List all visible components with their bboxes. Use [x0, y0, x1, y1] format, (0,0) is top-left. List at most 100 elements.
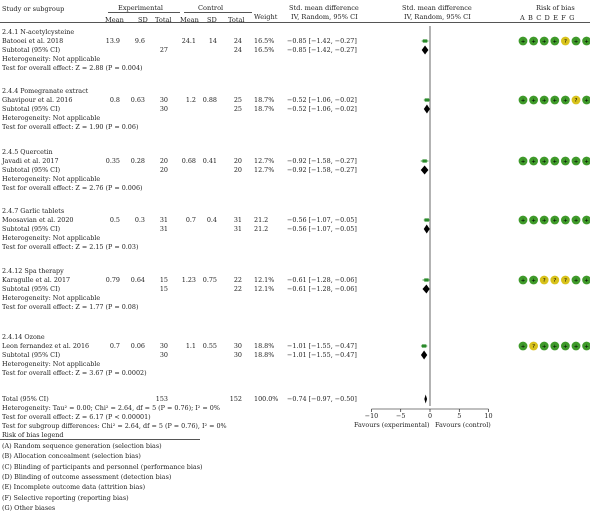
- subtotal-label: Subtotal (95% CI): [2, 166, 61, 174]
- study-e-mean: 0.7: [109, 342, 120, 350]
- x-tick-label: 5: [457, 412, 462, 420]
- risk-of-bias-dot: [582, 36, 590, 46]
- risk-of-bias-dot: [571, 95, 581, 105]
- risk-of-bias-dot: [518, 36, 528, 46]
- study-ci: −0.85 [−1.42, −0.27]: [287, 37, 357, 45]
- header-e-sd: SD: [138, 16, 148, 24]
- study-c-total: 31: [233, 216, 242, 224]
- risk-of-bias-symbol: +: [531, 278, 536, 284]
- subtotal-e-total: 27: [159, 46, 168, 54]
- study-c-total: 25: [233, 96, 242, 104]
- risk-of-bias-symbol: +: [521, 159, 526, 165]
- study-name: Moosavian et al. 2020: [2, 216, 74, 224]
- study-c-mean: 1.1: [185, 342, 196, 350]
- study-c-sd: 14: [208, 37, 217, 45]
- risk-of-bias-symbol: +: [584, 98, 589, 104]
- heterogeneity-text: Heterogeneity: Not applicable: [2, 360, 101, 368]
- risk-of-bias-dot: [539, 341, 549, 351]
- subtotal-e-total: 30: [159, 105, 168, 113]
- control-underline: [184, 12, 252, 13]
- risk-of-bias-dot: [550, 341, 560, 351]
- study-ci: −0.92 [−1.58, −0.27]: [287, 157, 357, 165]
- study-effect-marker: [424, 98, 430, 102]
- total-overall-effect: Test for overall effect: Z = 6.17 (P < 0…: [2, 413, 151, 421]
- subtotal-e-total: 20: [159, 166, 168, 174]
- risk-of-bias-dot: [529, 215, 538, 225]
- study-c-total: 24: [233, 37, 242, 45]
- risk-of-bias-dot: [561, 215, 570, 225]
- subtotal-ci: −0.92 [−1.58, −0.27]: [287, 166, 357, 174]
- subtotal-e-total: 15: [159, 285, 168, 293]
- risk-of-bias-symbol: +: [542, 159, 547, 165]
- risk-of-bias-symbol: +: [552, 39, 557, 45]
- study-e-mean: 0.5: [109, 216, 120, 224]
- risk-of-bias-dot: [561, 36, 570, 46]
- study-weight: 21.2: [254, 216, 269, 224]
- risk-of-bias-symbol: +: [584, 218, 589, 224]
- risk-of-bias-dot: [529, 95, 538, 105]
- study-name: Leon fernandez et al. 2016: [2, 342, 90, 350]
- risk-of-bias-dot: [582, 275, 590, 285]
- header-rule: [0, 22, 590, 23]
- header-control: Control: [198, 4, 224, 12]
- risk-of-bias-symbol: +: [574, 218, 579, 224]
- risk-of-bias-dot: [539, 215, 549, 225]
- study-c-mean: 24.1: [181, 37, 196, 45]
- study-c-mean: 0.68: [181, 157, 196, 165]
- legend-item: (B) Allocation concealment (selection bi…: [2, 452, 141, 461]
- header-c-total: Total: [228, 16, 245, 24]
- study-c-sd: 0.88: [202, 96, 217, 104]
- legend-item: (F) Selective reporting (reporting bias): [2, 493, 129, 502]
- subtotal-diamond: [420, 350, 428, 360]
- study-c-mean: 0.7: [185, 216, 196, 224]
- risk-of-bias-dot: [539, 156, 549, 166]
- study-e-mean: 0.35: [105, 157, 120, 165]
- total-label: Total (95% CI): [2, 395, 49, 403]
- risk-of-bias-dot: [582, 341, 590, 351]
- study-ci: −0.56 [−1.07, −0.05]: [287, 216, 357, 224]
- overall-effect-text: Test for overall effect: Z = 3.67 (P = 0…: [2, 369, 147, 377]
- risk-of-bias-dot: [561, 95, 570, 105]
- study-weight: 18.7%: [254, 96, 275, 104]
- header-rob: Risk of bias: [536, 4, 575, 12]
- header-e-total: Total: [155, 16, 172, 24]
- study-c-mean: 1.2: [185, 96, 196, 104]
- risk-of-bias-symbol: +: [574, 159, 579, 165]
- risk-of-bias-symbol: +: [574, 39, 579, 45]
- subtotal-c-total: 31: [233, 225, 242, 233]
- header-weight: Weight: [254, 13, 278, 21]
- risk-of-bias-symbol: +: [584, 39, 589, 45]
- risk-of-bias-symbol: +: [584, 344, 589, 350]
- subtotal-e-total: 30: [159, 351, 168, 359]
- study-name: Batooei et al. 2018: [2, 37, 64, 45]
- subtotal-label: Subtotal (95% CI): [2, 351, 61, 359]
- risk-of-bias-symbol: +: [542, 98, 547, 104]
- risk-of-bias-symbol: +: [531, 39, 536, 45]
- study-c-sd: 0.41: [202, 157, 217, 165]
- risk-of-bias-dot: [529, 341, 538, 351]
- risk-of-bias-symbol: +: [521, 218, 526, 224]
- risk-of-bias-dot: [571, 215, 581, 225]
- risk-of-bias-symbol: ?: [543, 278, 546, 284]
- subtotal-diamond: [420, 165, 429, 175]
- total-e-total: 153: [155, 395, 168, 403]
- risk-of-bias-dot: [539, 36, 549, 46]
- subtotal-c-total: 25: [233, 105, 242, 113]
- total-subgroup-differences: Test for subgroup differences: Chi² = 2.…: [2, 422, 227, 430]
- overall-effect-text: Test for overall effect: Z = 2.15 (P = 0…: [2, 243, 139, 251]
- risk-of-bias-symbol: +: [542, 344, 547, 350]
- subtotal-c-total: 20: [233, 166, 242, 174]
- study-e-sd: 0.64: [130, 276, 145, 284]
- risk-of-bias-symbol: +: [521, 98, 526, 104]
- subtotal-diamond: [423, 224, 430, 234]
- risk-of-bias-dot: [518, 95, 528, 105]
- study-e-sd: 0.28: [130, 157, 145, 165]
- risk-of-bias-symbol: +: [542, 218, 547, 224]
- risk-of-bias-dot: [571, 156, 581, 166]
- overall-effect-text: Test for overall effect: Z = 1.90 (P = 0…: [2, 123, 139, 131]
- risk-of-bias-symbol: ?: [575, 98, 578, 104]
- study-effect-marker: [424, 278, 429, 282]
- subgroup-title: 2.4.12 Spa therapy: [2, 267, 64, 275]
- risk-of-bias-dot: [571, 341, 581, 351]
- subgroup-title: 2.4.4 Pomegranate extract: [2, 87, 89, 95]
